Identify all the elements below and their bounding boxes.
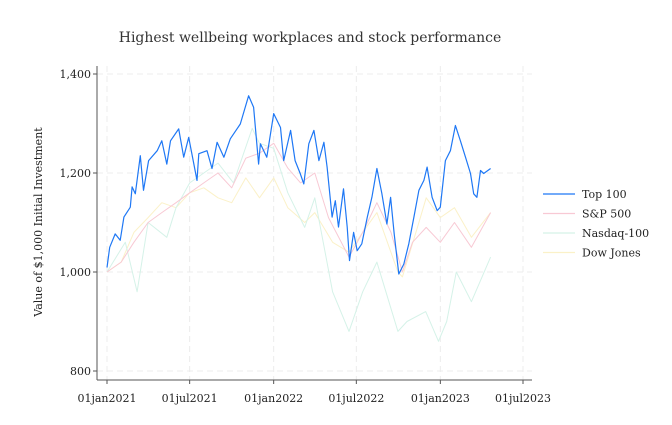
y-tick-label: 1,000 bbox=[60, 266, 92, 279]
legend: Top 100 S&P 500 Nasdaq-100 Dow Jones bbox=[543, 188, 649, 260]
legend-label: Dow Jones bbox=[582, 247, 641, 260]
x-tick-label: 01jul2021 bbox=[162, 392, 218, 405]
series-line-nasdaq-100 bbox=[106, 127, 492, 342]
x-tick-label: 01jul2022 bbox=[328, 392, 384, 405]
x-tick-label: 01jul2023 bbox=[495, 392, 551, 405]
y-axis-label: Value of $1,000 Initial Investment bbox=[32, 127, 45, 318]
y-tick-label: 1,400 bbox=[60, 68, 92, 81]
x-tick-label: 01jan2023 bbox=[411, 392, 470, 405]
legend-label: Nasdaq-100 bbox=[582, 227, 649, 240]
series-line-s-p-500 bbox=[106, 142, 492, 273]
y-tick-label: 1,200 bbox=[60, 167, 92, 180]
chart-title: Highest wellbeing workplaces and stock p… bbox=[119, 30, 502, 46]
legend-label: S&P 500 bbox=[582, 208, 631, 221]
x-tick-label: 01jan2021 bbox=[77, 392, 136, 405]
gridlines bbox=[97, 66, 532, 380]
axes: 800 1,000 1,200 1,400 01jan2021 01jul2021 01ja… bbox=[60, 66, 551, 405]
legend-label: Top 100 bbox=[582, 188, 627, 201]
series-line-top-100 bbox=[106, 95, 491, 275]
series-line-dow-jones bbox=[106, 177, 491, 278]
x-tick-label: 01jan2022 bbox=[244, 392, 303, 405]
series-lines bbox=[106, 95, 492, 342]
y-tick-label: 800 bbox=[70, 365, 91, 378]
